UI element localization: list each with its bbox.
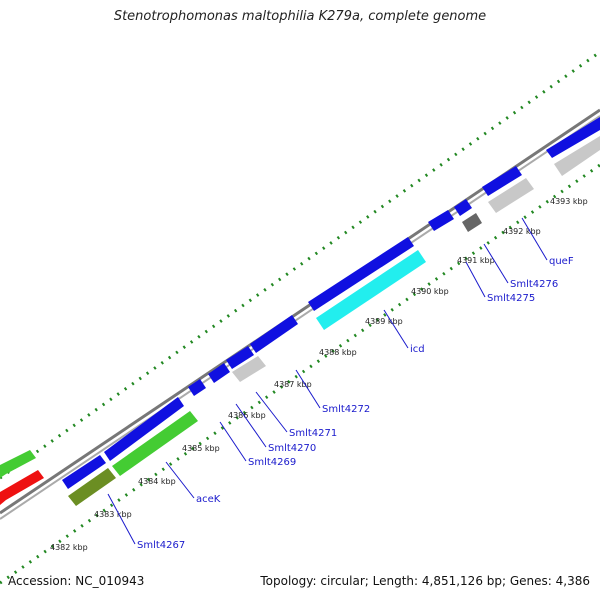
scale-tick-label: 4393 kbp bbox=[550, 197, 588, 206]
scale-tick-label: 4390 kbp bbox=[411, 287, 449, 296]
gene-gray-2[interactable] bbox=[488, 178, 534, 213]
map-title: Stenotrophomonas maltophilia K279a, comp… bbox=[113, 9, 487, 24]
gene-blue-3[interactable] bbox=[188, 379, 206, 396]
gene-label[interactable]: Smlt4276 bbox=[510, 279, 558, 290]
gene-blue-5[interactable] bbox=[226, 346, 254, 369]
gene-label[interactable]: Smlt4275 bbox=[487, 293, 535, 304]
gene-label-leader bbox=[107, 493, 136, 545]
scale-tick-label: 4392 kbp bbox=[503, 227, 541, 236]
gene-label-leader bbox=[383, 309, 409, 349]
gene-label[interactable]: Smlt4272 bbox=[322, 404, 370, 415]
gene-label-leader bbox=[465, 261, 486, 298]
gene-dark-gray[interactable] bbox=[462, 213, 482, 232]
gene-olive[interactable] bbox=[68, 468, 116, 506]
gene-blue-8[interactable] bbox=[428, 210, 454, 231]
gene-label-leader bbox=[483, 243, 509, 284]
gene-blue-7[interactable] bbox=[308, 237, 414, 311]
gene-gray-3[interactable] bbox=[554, 136, 600, 176]
gene-label-leader bbox=[219, 421, 247, 462]
gene-label-leader bbox=[295, 369, 321, 409]
scale-tick-label: 4384 kbp bbox=[138, 477, 176, 486]
gene-blue-10[interactable] bbox=[482, 166, 522, 196]
gene-blue-6[interactable] bbox=[250, 315, 298, 353]
gene-green-left[interactable] bbox=[0, 450, 36, 478]
outer-dotted-track bbox=[0, 50, 600, 480]
gene-blue-9[interactable] bbox=[454, 199, 472, 216]
scale-tick-label: 4382 kbp bbox=[50, 543, 88, 552]
gene-cyan-icd[interactable] bbox=[316, 250, 426, 330]
gene-gray-1[interactable] bbox=[232, 356, 266, 382]
gene-label[interactable]: aceK bbox=[196, 494, 221, 505]
gene-label[interactable]: Smlt4267 bbox=[137, 540, 185, 551]
gene-label-leader bbox=[521, 217, 548, 261]
gene-blue-1[interactable] bbox=[62, 455, 106, 489]
scale-ticks: 4382 kbp 4383 kbp 4384 kbp 4385 kbp 4386 kbp… bbox=[50, 197, 588, 552]
scale-tick-label: 4386 kbp bbox=[228, 411, 266, 420]
scale-tick-label: 4389 kbp bbox=[365, 317, 403, 326]
gene-red-left[interactable] bbox=[0, 470, 44, 505]
scale-tick-label: 4391 kbp bbox=[457, 256, 495, 265]
gene-labels: Smlt4267 aceK Smlt4269 Smlt4270 Smlt4271 Smlt… bbox=[107, 217, 574, 551]
gene-label-leader bbox=[165, 461, 195, 499]
genome-summary-text: Topology: circular; Length: 4,851,126 bp… bbox=[260, 574, 590, 588]
scale-tick-label: 4388 kbp bbox=[319, 348, 357, 357]
gene-label[interactable]: Smlt4271 bbox=[289, 428, 337, 439]
gene-blue-2[interactable] bbox=[104, 397, 184, 461]
gene-label-leader bbox=[235, 403, 267, 448]
scale-tick-label: 4383 kbp bbox=[94, 510, 132, 519]
gene-blue-11[interactable] bbox=[546, 117, 600, 158]
gene-label[interactable]: queF bbox=[549, 256, 574, 267]
scale-tick-label: 4385 kbp bbox=[182, 444, 220, 453]
gene-label[interactable]: icd bbox=[410, 344, 425, 355]
gene-blue-4[interactable] bbox=[208, 363, 230, 383]
gene-label[interactable]: Smlt4269 bbox=[248, 457, 296, 468]
gene-label-leader bbox=[255, 391, 288, 433]
gene-green-acek[interactable] bbox=[112, 411, 198, 476]
accession-text: Accession: NC_010943 bbox=[8, 574, 145, 588]
scale-tick-label: 4387 kbp bbox=[274, 380, 312, 389]
gene-label[interactable]: Smlt4270 bbox=[268, 443, 316, 454]
